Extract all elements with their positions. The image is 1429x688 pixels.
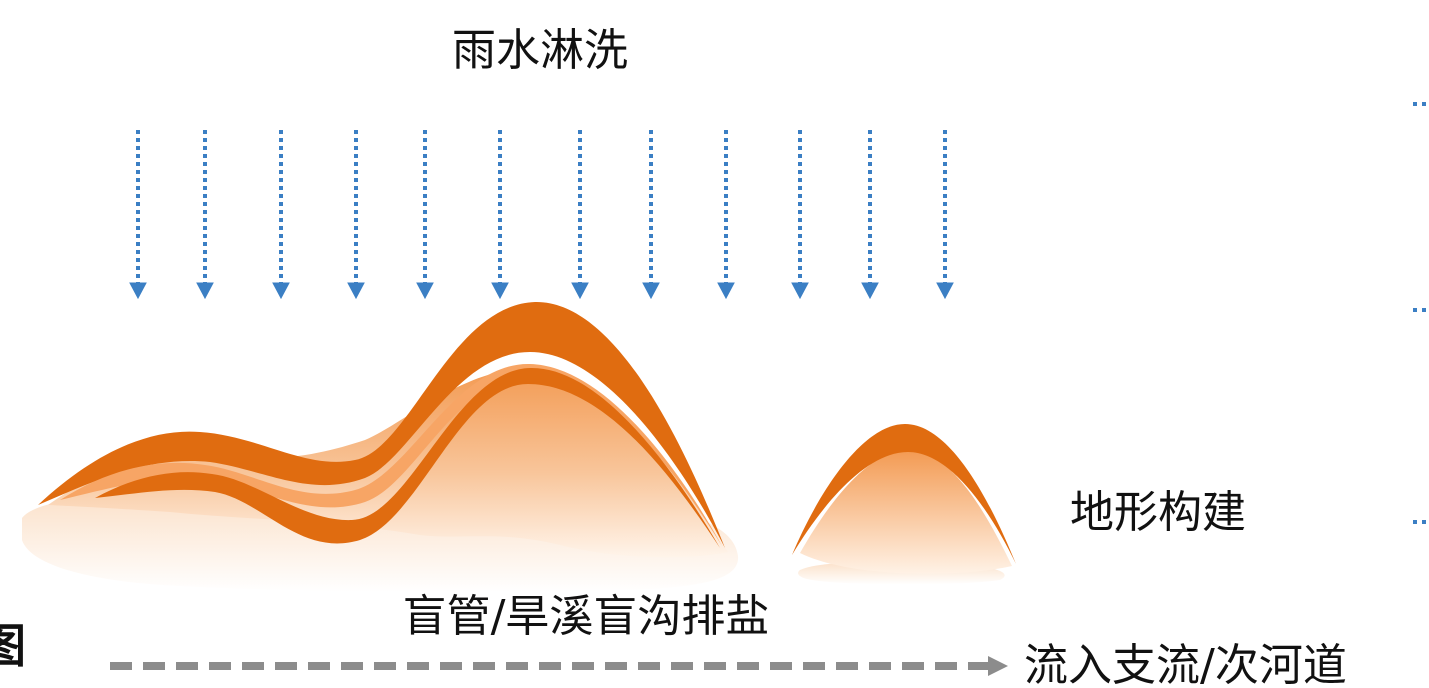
rain-arrow-icon [571,130,589,300]
cropped-dotted-lines [1413,102,1429,524]
rain-arrow-icon [717,130,735,300]
cropped-char: 图 [0,619,26,673]
rain-arrow-icon [491,130,509,300]
outflow-label: 流入支流/次河道 [1024,640,1347,688]
rain-arrow-icon [936,130,954,300]
rain-arrow-icon [347,130,365,300]
rain-arrow-icon [272,130,290,300]
rain-arrow-icon [791,130,809,300]
rain-arrow-icon [416,130,434,300]
rain-arrows [129,130,954,300]
rain-arrow-icon [129,130,147,300]
drain-label: 盲管/旱溪盲沟排盐 [403,591,770,642]
terrain-mound-large [22,301,739,593]
terrain-mound-small [792,424,1016,585]
terrain-label: 地形构建 [1070,487,1246,538]
rain-arrow-icon [642,130,660,300]
rain-arrow-icon [196,130,214,300]
rain-arrow-icon [861,130,879,300]
rain-label: 雨水淋洗 [452,25,628,76]
outflow-arrow-icon [110,656,1008,676]
